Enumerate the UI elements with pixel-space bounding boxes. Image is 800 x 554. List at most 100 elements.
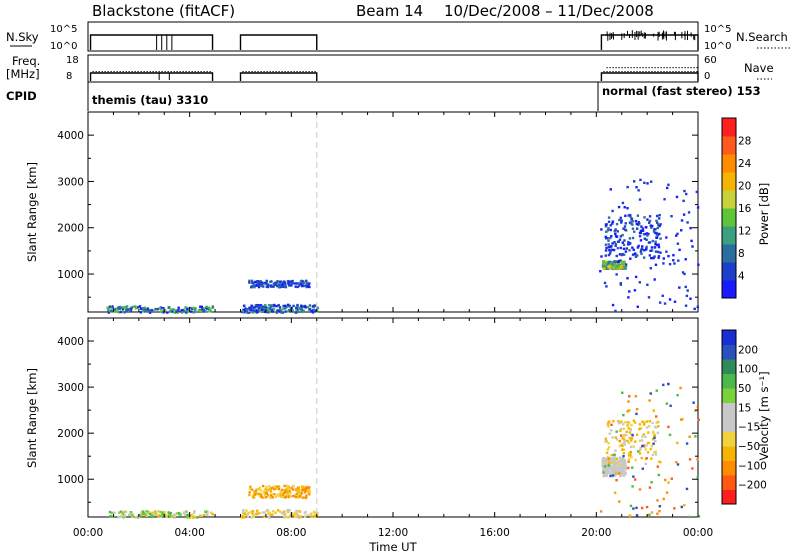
power-cell (207, 306, 211, 309)
nave-dot (179, 71, 181, 73)
x-tick-label: 00:00 (73, 527, 103, 539)
velocity-cell (284, 496, 287, 499)
power-cell (605, 230, 608, 234)
velocity-cell (638, 427, 641, 430)
velocity-cell (266, 508, 269, 512)
power-cell (293, 282, 296, 285)
power-cell (611, 262, 615, 266)
velocity-cell (626, 424, 629, 427)
velocity-cell (263, 493, 267, 497)
velocity-cell (627, 458, 631, 461)
velocity-cell (187, 514, 190, 517)
power-cell (629, 215, 632, 218)
velocity-cell (246, 515, 249, 519)
velocity-cell (139, 513, 142, 516)
power-cell (667, 254, 670, 258)
power-bar-swatch (722, 136, 736, 155)
velocity-cell (622, 473, 626, 477)
velocity-cell (641, 467, 644, 470)
velocity-bar-swatch (722, 460, 736, 476)
velocity-cell (280, 492, 283, 495)
power-cell (182, 308, 186, 311)
nave-dot (314, 71, 316, 73)
velocity-cell (667, 425, 670, 429)
power-cell (279, 284, 282, 287)
velocity-cell (625, 430, 628, 434)
velocity-cell (638, 439, 642, 442)
power-cell (607, 265, 611, 269)
power-cell (622, 247, 626, 251)
power-cell (633, 289, 637, 292)
power-cell (266, 310, 269, 314)
velocity-cell (292, 494, 295, 498)
power-cell (645, 232, 649, 235)
power-cell (619, 235, 623, 238)
nave-dot (245, 71, 247, 73)
velocity-cell (258, 486, 261, 490)
power-cell (305, 279, 308, 283)
power-cell (205, 307, 209, 310)
velocity-cell (615, 478, 618, 482)
velocity-cell (252, 494, 256, 497)
power-cell (643, 249, 646, 252)
nave-dot (627, 71, 629, 73)
velocity-cell (650, 481, 653, 484)
nave-dot (687, 71, 689, 73)
nave-dot (648, 67, 650, 69)
velocity-cell (259, 489, 263, 492)
velocity-cell (696, 476, 699, 479)
velocity-cell (646, 451, 650, 454)
velocity-cell (118, 511, 121, 514)
power-cell (628, 237, 632, 240)
power-cell (621, 201, 625, 205)
velocity-cell (256, 488, 260, 491)
power-cell (646, 234, 649, 237)
power-cell (170, 310, 174, 313)
power-cell (299, 304, 303, 307)
velocity-cell (653, 434, 657, 437)
velocity-cell (604, 440, 607, 443)
velocity-cell (604, 472, 608, 476)
velocity-cell (638, 452, 642, 455)
velocity-cell (610, 454, 614, 457)
velocity-cell (652, 442, 655, 445)
power-cell (609, 228, 612, 232)
velocity-cell (118, 515, 121, 519)
power-cell (609, 236, 612, 240)
velocity-cell (296, 490, 299, 494)
nave-dot (645, 71, 647, 73)
power-cell (608, 248, 611, 252)
velocity-bar-tick: −100 (738, 460, 767, 472)
velocity-cell (640, 456, 644, 460)
power-cell (257, 285, 261, 289)
power-cell (288, 305, 292, 309)
freq-tick-bottom: 8 (66, 71, 72, 82)
power-cell (638, 231, 642, 235)
power-cell (629, 257, 632, 260)
velocity-cell (604, 437, 608, 440)
nave-dot (612, 67, 614, 69)
nave-dot (167, 71, 169, 73)
velocity-cell (621, 437, 624, 440)
velocity-cell (647, 431, 650, 434)
power-bar-frame (721, 117, 737, 299)
velocity-cell (696, 405, 700, 409)
power-cell (276, 280, 279, 283)
power-cell (278, 280, 282, 284)
velocity-cell (620, 420, 623, 423)
velocity-cell (667, 481, 670, 484)
power-cell (123, 311, 126, 314)
velocity-cell (627, 460, 630, 463)
velocity-cell (610, 429, 613, 432)
power-cell (657, 250, 660, 254)
velocity-cell (621, 448, 624, 451)
velocity-cell (269, 494, 273, 497)
velocity-cell (601, 463, 605, 467)
power-cell (270, 308, 273, 311)
power-cell (132, 305, 135, 309)
power-cell (125, 309, 128, 312)
velocity-bar-swatch (722, 402, 736, 418)
velocity-cell (283, 516, 286, 519)
power-cell (615, 254, 618, 258)
power-cell (650, 249, 654, 252)
